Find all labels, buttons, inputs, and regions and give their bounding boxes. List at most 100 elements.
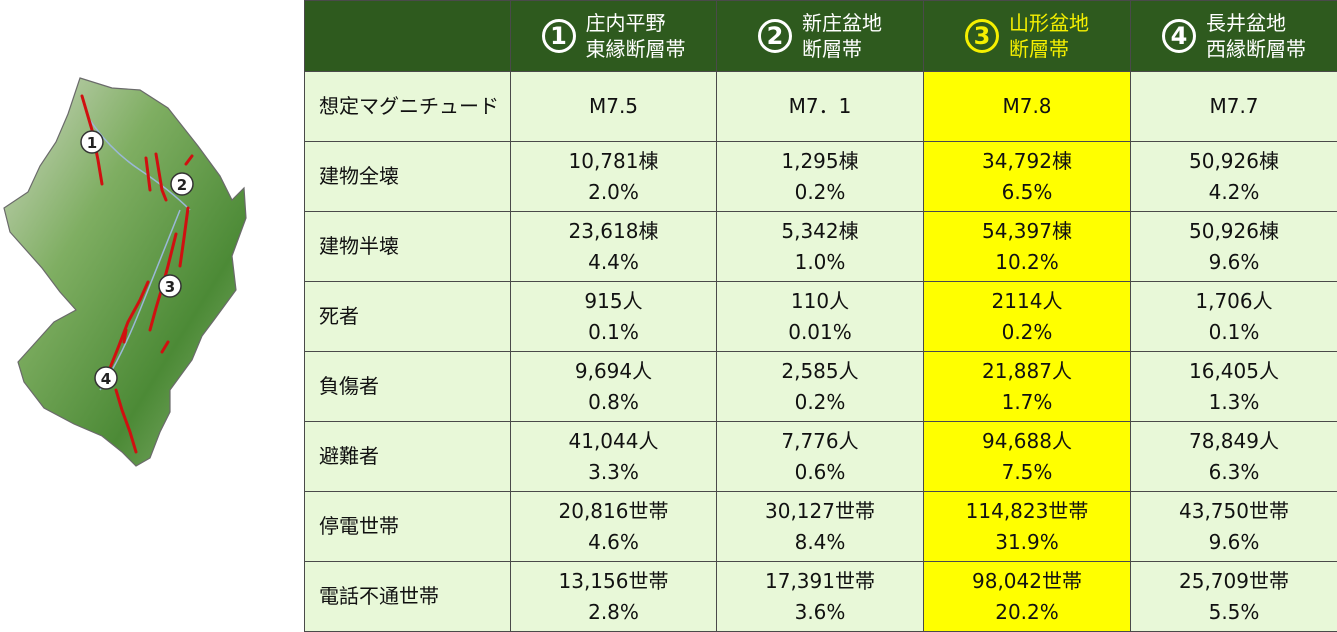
cell-percentage: 5.5% [1208, 599, 1260, 624]
cell-value: 50,926棟 [1189, 148, 1279, 173]
header-fault-3: 3 山形盆地 断層帯 [923, 0, 1131, 72]
table-row: 避難者 41,044人 3.3% 7,776人 0.6% 94,688人 7.5% 78,84… [304, 421, 1337, 492]
table-cell: 16,405人 1.3% [1130, 351, 1337, 422]
cell-percentage: 1.7% [1001, 389, 1053, 414]
table-body: 想定マグニチュード M7.5 M7．1 M7.8 M7.7 建物全壊 10,781棟 2.0%… [304, 71, 1337, 632]
cell-percentage: 3.6% [794, 599, 846, 624]
cell-value: 94,688人 [982, 428, 1072, 453]
table-cell: 34,792棟 6.5% [923, 141, 1131, 212]
table-cell: 915人 0.1% [510, 281, 717, 352]
cell-value: 54,397棟 [982, 218, 1072, 243]
row-label: 建物全壊 [304, 141, 511, 212]
cell-percentage: 20.2% [995, 599, 1059, 624]
table-cell: 54,397棟 10.2% [923, 211, 1131, 282]
cell-value: 5,342棟 [781, 218, 859, 243]
table-cell: 2,585人 0.2% [716, 351, 924, 422]
table-cell: 9,694人 0.8% [510, 351, 717, 422]
cell-value: 13,156世帯 [558, 568, 669, 593]
table-cell: M7．1 [716, 71, 924, 142]
cell-value: 43,750世帯 [1179, 498, 1289, 523]
table-cell: 5,342棟 1.0% [716, 211, 924, 282]
cell-percentage: 2.8% [588, 599, 639, 624]
cell-value: 915人 [584, 288, 643, 313]
svg-text:2: 2 [177, 176, 187, 194]
cell-value: 41,044人 [568, 428, 659, 453]
table-cell: 13,156世帯 2.8% [510, 561, 717, 632]
cell-value: 110人 [790, 288, 850, 313]
river [89, 119, 191, 211]
cell-value: 98,042世帯 [972, 568, 1082, 593]
cell-value: 1,706人 [1195, 288, 1273, 313]
cell-percentage: 7.5% [1001, 459, 1053, 484]
header-corner [304, 0, 511, 72]
cell-percentage: 6.5% [1001, 179, 1053, 204]
cell-percentage: 9.6% [1208, 249, 1260, 274]
cell-percentage: 0.6% [794, 459, 846, 484]
cell-percentage: 4.6% [588, 529, 639, 554]
row-label: 建物半壊 [304, 211, 511, 282]
table-cell: 114,823世帯 31.9% [923, 491, 1131, 562]
header-fault-2-line2: 断層帯 [802, 37, 862, 61]
cell-value: 30,127世帯 [765, 498, 875, 523]
cell-percentage: 0.8% [588, 389, 639, 414]
yamagata-fault-map: 1 2 3 4 [3, 77, 247, 467]
cell-percentage: 4.4% [588, 249, 639, 274]
table-row: 停電世帯 20,816世帯 4.6% 30,127世帯 8.4% 114,823世帯 31.… [304, 491, 1337, 562]
table-row: 電話不通世帯 13,156世帯 2.8% 17,391世帯 3.6% 98,042世帯 20… [304, 561, 1337, 632]
row-label: 死者 [304, 281, 511, 352]
cell-value: 2,585人 [781, 358, 859, 383]
cell-value: 2114人 [991, 288, 1063, 313]
header-fault-1-line2: 東縁断層帯 [585, 37, 686, 61]
table-cell: 2114人 0.2% [923, 281, 1131, 352]
cell-value: M7.7 [1209, 94, 1259, 118]
cell-percentage: 8.4% [794, 529, 846, 554]
marker-1: 1 [80, 130, 104, 154]
table-cell: 1,706人 0.1% [1130, 281, 1337, 352]
header-fault-4-line1: 長井盆地 [1206, 11, 1286, 35]
cell-value: 10,781棟 [568, 148, 659, 173]
cell-value: 7,776人 [781, 428, 859, 453]
cell-percentage: 31.9% [995, 529, 1059, 554]
svg-text:3: 3 [165, 278, 175, 296]
table-cell: 78,849人 6.3% [1130, 421, 1337, 492]
number-2-badge: 2 [758, 19, 792, 53]
table-cell: 94,688人 7.5% [923, 421, 1131, 492]
table-cell: 7,776人 0.6% [716, 421, 924, 492]
table-row: 建物半壊 23,618棟 4.4% 5,342棟 1.0% 54,397棟 10.2% 50,… [304, 211, 1337, 282]
cell-percentage: 3.3% [588, 459, 639, 484]
cell-value: 23,618棟 [568, 218, 659, 243]
cell-percentage: 0.2% [794, 389, 846, 414]
cell-value: 114,823世帯 [965, 498, 1089, 523]
cell-percentage: 1.0% [794, 249, 846, 274]
table-cell: 110人 0.01% [716, 281, 924, 352]
cell-percentage: 4.2% [1208, 179, 1260, 204]
cell-value: M7.8 [1002, 94, 1052, 118]
number-4-badge: 4 [1162, 19, 1196, 53]
header-fault-2: 2 新庄盆地 断層帯 [716, 0, 924, 72]
cell-value: 9,694人 [574, 358, 653, 383]
header-row: 1 庄内平野 東縁断層帯 2 新庄盆地 断層帯 [304, 0, 1337, 72]
header-fault-3-line1: 山形盆地 [1009, 11, 1089, 35]
cell-percentage: 0.1% [1208, 319, 1260, 344]
cell-value: 17,391世帯 [765, 568, 875, 593]
header-fault-4-line2: 西縁断層帯 [1206, 37, 1306, 61]
header-fault-1: 1 庄内平野 東縁断層帯 [510, 0, 717, 72]
cell-percentage: 0.2% [794, 179, 846, 204]
table-cell: 1,295棟 0.2% [716, 141, 924, 212]
svg-text:4: 4 [101, 370, 111, 388]
table-cell: 41,044人 3.3% [510, 421, 717, 492]
damage-estimate-table: 1 庄内平野 東縁断層帯 2 新庄盆地 断層帯 [304, 0, 1337, 632]
row-label: 電話不通世帯 [304, 561, 511, 632]
cell-value: 50,926棟 [1189, 218, 1279, 243]
table-cell: M7.8 [923, 71, 1131, 142]
table-cell: 23,618棟 4.4% [510, 211, 717, 282]
row-label: 負傷者 [304, 351, 511, 422]
cell-percentage: 2.0% [588, 179, 639, 204]
header-fault-2-line1: 新庄盆地 [802, 11, 882, 35]
table-cell: 43,750世帯 9.6% [1130, 491, 1337, 562]
table-cell: 50,926棟 4.2% [1130, 141, 1337, 212]
table-cell: M7.7 [1130, 71, 1337, 142]
cell-percentage: 1.3% [1208, 389, 1260, 414]
cell-value: 78,849人 [1189, 428, 1279, 453]
header-fault-4: 4 長井盆地 西縁断層帯 [1130, 0, 1337, 72]
